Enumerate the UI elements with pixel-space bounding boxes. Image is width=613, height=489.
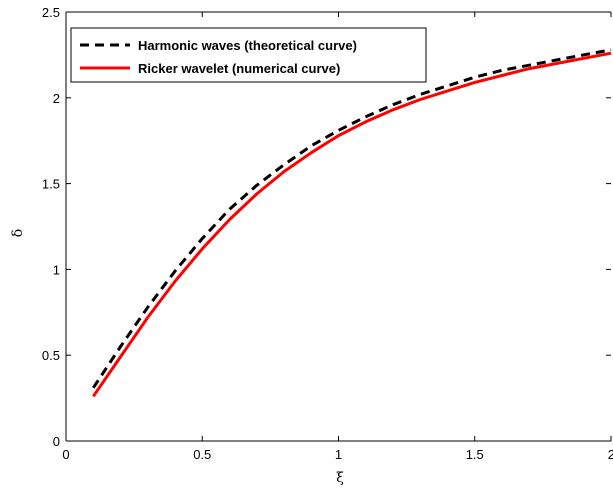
legend-box xyxy=(70,27,427,83)
y-tick-label: 1 xyxy=(53,262,60,277)
x-tick-label: 0.5 xyxy=(193,447,211,462)
x-axis-label: ξ xyxy=(336,470,344,486)
x-tick-label: 1 xyxy=(335,447,342,462)
y-tick-label: 0 xyxy=(53,434,60,449)
series-layer xyxy=(92,48,612,398)
series-line-0 xyxy=(92,48,612,389)
y-tick-label: 2.5 xyxy=(42,5,60,20)
plot-area xyxy=(66,12,611,441)
y-tick-label: 1.5 xyxy=(42,177,60,192)
ticks-layer: 0 0.5 1 1.5 2 0 0.5 1 1.5 2 2.5 xyxy=(42,5,613,462)
x-tick-label: 1.5 xyxy=(466,447,484,462)
x-tick-label: 2 xyxy=(608,447,613,462)
x-tick-label: 0 xyxy=(62,447,69,462)
legend-label-ricker: Ricker wavelet (numerical curve) xyxy=(138,61,340,76)
y-axis-label: δ xyxy=(10,229,26,237)
y-tick-label: 0.5 xyxy=(42,348,60,363)
y-tick-label: 2 xyxy=(53,91,60,106)
series-line-1 xyxy=(92,51,612,398)
legend: Harmonic waves (theoretical curve) Ricke… xyxy=(70,27,427,83)
legend-label-harmonic: Harmonic waves (theoretical curve) xyxy=(138,38,357,53)
